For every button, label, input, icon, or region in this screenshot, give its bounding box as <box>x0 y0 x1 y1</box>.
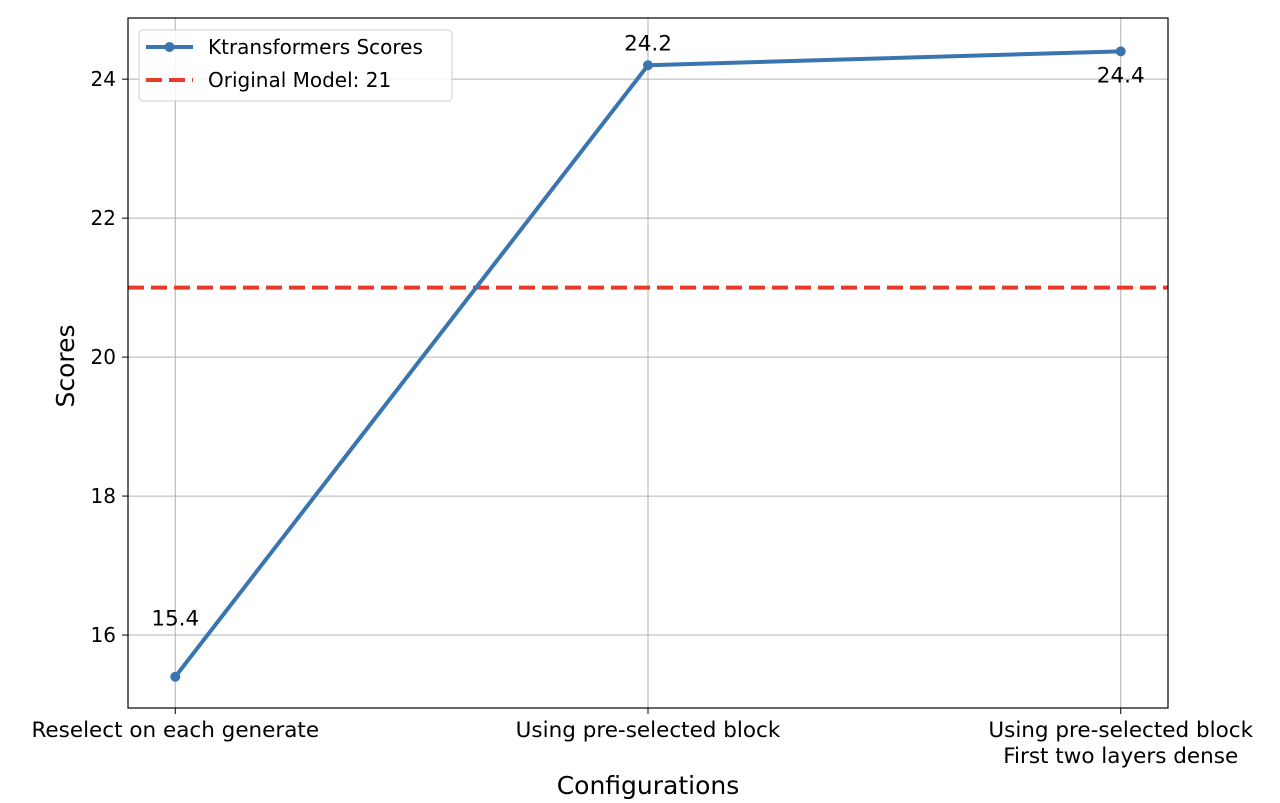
x-tick-label-line: First two layers dense <box>1003 744 1238 769</box>
data-point <box>170 671 181 682</box>
y-tick-label: 22 <box>91 206 116 230</box>
series: 15.4 24.2 24.4 <box>151 31 1145 682</box>
x-tick-label-line: Using pre-selected block <box>988 718 1253 743</box>
legend: Ktransformers Scores Original Model: 21 <box>138 29 453 102</box>
x-axis-label: Configurations <box>557 771 740 800</box>
legend-label-reference: Original Model: 21 <box>208 68 391 92</box>
x-axis: Reselect on each generate Using pre-selec… <box>31 708 1254 769</box>
x-tick-label: Using pre-selected block First two layers… <box>988 718 1253 769</box>
data-label: 24.4 <box>1097 63 1145 88</box>
y-tick-label: 18 <box>91 484 116 508</box>
grid <box>128 18 1168 708</box>
x-tick-label: Using pre-selected block <box>516 718 781 743</box>
y-tick-label: 20 <box>91 345 116 369</box>
legend-label-series: Ktransformers Scores <box>208 35 423 59</box>
data-label: 24.2 <box>624 31 672 56</box>
legend-box <box>138 29 453 102</box>
x-tick-label: Reselect on each generate <box>31 718 319 743</box>
y-tick-label: 16 <box>91 623 116 647</box>
data-point <box>1115 46 1126 57</box>
x-tick-label-line: Using pre-selected block <box>516 718 781 743</box>
x-tick-label-line: Reselect on each generate <box>31 718 319 743</box>
legend-marker-series <box>164 42 175 52</box>
y-axis: 16 18 20 22 24 <box>91 67 128 647</box>
data-label: 15.4 <box>151 607 199 632</box>
data-point <box>643 60 653 71</box>
y-axis-label: Scores <box>51 324 80 407</box>
y-tick-label: 24 <box>91 67 116 91</box>
